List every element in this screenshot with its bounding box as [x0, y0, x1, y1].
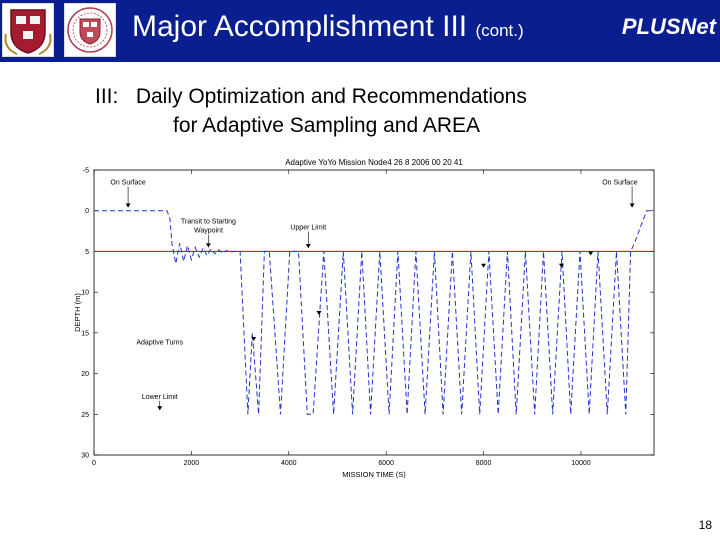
- slide-title: Major Accomplishment III (cont.): [132, 10, 524, 44]
- subtitle-line-1: III: Daily Optimization and Recommendati…: [95, 85, 527, 108]
- annotation-label: Upper Limit: [290, 224, 326, 231]
- annotation-label: Transit to Starting: [181, 219, 236, 226]
- y-tick-label: 10: [81, 290, 89, 297]
- adaptive-turn-marker: [481, 263, 487, 268]
- adaptive-turn-marker: [316, 310, 322, 315]
- x-tick-label: 8000: [476, 460, 492, 467]
- annotation-arrowhead: [305, 244, 311, 249]
- annotation-arrowhead: [629, 203, 635, 208]
- x-tick-label: 2000: [184, 460, 200, 467]
- subtitle-line-2: for Adaptive Sampling and AREA: [173, 114, 481, 137]
- annotation-arrowhead: [125, 203, 131, 208]
- annotation-label: On Surface: [110, 180, 146, 187]
- y-tick-label: 20: [81, 371, 89, 378]
- annotation-arrowhead: [205, 243, 211, 248]
- x-tick-label: 4000: [281, 460, 297, 467]
- y-tick-label: 0: [85, 208, 89, 215]
- y-axis-label: DEPTH (m): [73, 293, 82, 332]
- harvard-seal-logo: [64, 3, 116, 57]
- y-tick-label: 25: [81, 412, 89, 419]
- depth-series-line: [94, 210, 654, 415]
- annotation-arrowhead: [157, 406, 163, 411]
- y-tick-label: -5: [83, 168, 89, 175]
- adaptive-turn-marker: [251, 337, 257, 341]
- adaptive-turn-marker: [588, 251, 594, 256]
- y-tick-label: 15: [81, 330, 89, 337]
- page-number: 18: [698, 518, 712, 532]
- plusnet-brand: PLUSNet: [621, 14, 716, 39]
- adaptive-turn-marker: [558, 263, 564, 268]
- plot-frame: [93, 169, 655, 456]
- x-tick-label: 0: [92, 460, 96, 467]
- slide-header: Major Accomplishment III (cont.) PLUSNet: [0, 0, 720, 62]
- x-tick-label: 6000: [378, 460, 394, 467]
- annotation-label: Waypoint: [194, 228, 223, 235]
- annotation-label: Adaptive Turns: [136, 339, 183, 346]
- annotation-label: On Surface: [602, 180, 638, 187]
- chart-title: Adaptive YoYo Mission Node4 26 8 2006 00…: [285, 158, 463, 167]
- x-tick-label: 10000: [571, 460, 591, 467]
- y-tick-label: 30: [81, 453, 89, 460]
- slide-subtitle: III: Daily Optimization and Recommendati…: [95, 82, 527, 140]
- harvard-shield-logo: [2, 3, 54, 57]
- depth-chart: Adaptive YoYo Mission Node4 26 8 2006 00…: [73, 158, 655, 479]
- y-tick-label: 5: [85, 249, 89, 256]
- slide-title-suffix: (cont.): [475, 21, 524, 40]
- slide-title-main: Major Accomplishment III: [132, 10, 468, 43]
- x-axis-label: MISSION TIME (S): [342, 470, 406, 479]
- annotation-label: Lower Limit: [142, 394, 178, 401]
